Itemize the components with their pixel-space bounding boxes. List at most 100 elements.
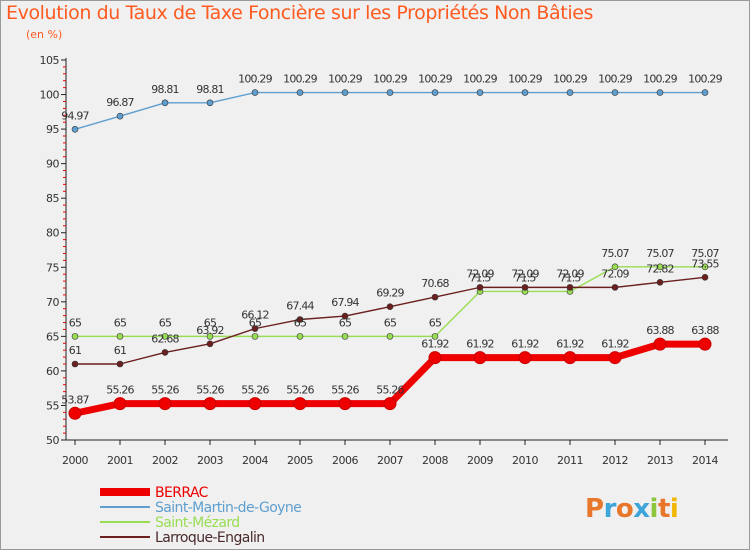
data-label: 65	[204, 316, 217, 329]
data-label: 65	[249, 316, 262, 329]
data-label: 100.29	[328, 73, 362, 86]
x-tick-label: 2014	[692, 454, 718, 467]
data-label: 72.09	[466, 267, 494, 280]
data-point	[341, 89, 349, 96]
data-label: 75.07	[646, 247, 674, 260]
data-point	[656, 89, 664, 96]
data-label: 55.26	[106, 384, 134, 397]
data-point	[521, 284, 529, 291]
data-label: 65	[159, 316, 172, 329]
x-tick-label: 2005	[287, 454, 313, 467]
x-tick-label: 2010	[512, 454, 538, 467]
data-point	[608, 351, 622, 365]
data-point	[518, 351, 532, 365]
data-label: 98.81	[151, 83, 179, 96]
data-label: 72.82	[646, 262, 674, 275]
y-tick-label: 50	[46, 434, 59, 447]
data-point	[161, 333, 169, 340]
data-point	[71, 125, 79, 133]
data-point	[206, 99, 214, 107]
data-point	[701, 89, 709, 96]
data-label: 61.92	[601, 338, 629, 351]
data-label: 61.92	[511, 338, 539, 351]
y-tick-label: 80	[46, 227, 59, 240]
data-point	[611, 284, 619, 291]
data-point	[248, 397, 262, 411]
data-point	[161, 349, 169, 356]
data-point	[161, 99, 169, 107]
x-tick-label: 2000	[62, 454, 88, 467]
data-label: 62.68	[151, 332, 179, 345]
data-point	[566, 284, 574, 291]
data-label: 61.92	[466, 338, 494, 351]
data-point	[701, 263, 709, 271]
data-point	[521, 89, 529, 96]
data-label: 100.29	[238, 73, 272, 86]
data-label: 100.29	[508, 73, 542, 86]
data-point	[68, 406, 82, 420]
data-point	[251, 333, 259, 340]
data-label: 55.26	[151, 384, 179, 397]
data-point	[296, 333, 304, 340]
x-tick-label: 2004	[242, 454, 268, 467]
data-point	[431, 333, 439, 340]
data-point	[116, 333, 124, 340]
data-label: 55.26	[196, 384, 224, 397]
x-tick-label: 2006	[332, 454, 358, 467]
data-point	[701, 273, 709, 281]
data-label: 53.87	[61, 393, 89, 406]
data-point	[386, 333, 394, 340]
x-tick-label: 2001	[107, 454, 133, 467]
data-point	[113, 397, 127, 411]
data-label: 75.07	[691, 247, 719, 260]
data-point	[338, 397, 352, 411]
y-tick-label: 70	[46, 296, 59, 309]
legend-label: Saint-Mézard	[155, 515, 240, 531]
data-label: 65	[69, 316, 82, 329]
x-tick-label: 2009	[467, 454, 493, 467]
data-label: 61.92	[421, 338, 449, 351]
data-point	[206, 340, 214, 348]
data-label: 61	[69, 344, 81, 357]
plot-area	[66, 60, 728, 440]
data-label: 70.68	[421, 277, 449, 290]
data-point	[473, 351, 487, 365]
data-point	[656, 279, 664, 286]
data-label: 69.29	[376, 287, 404, 300]
data-label: 72.09	[511, 267, 539, 280]
data-label: 67.94	[331, 296, 359, 309]
data-label: 100.29	[553, 73, 587, 86]
data-label: 71.5	[514, 271, 536, 284]
y-tick-label: 85	[46, 192, 59, 205]
data-label: 72.09	[601, 267, 629, 280]
y-tick-label: 55	[46, 399, 59, 412]
data-label: 75.07	[601, 247, 629, 260]
data-label: 100.29	[418, 73, 452, 86]
data-point	[698, 337, 712, 351]
data-label: 65	[114, 316, 127, 329]
data-label: 96.87	[106, 96, 134, 109]
data-point	[293, 397, 307, 411]
data-label: 55.26	[376, 384, 404, 397]
data-point	[566, 89, 574, 96]
data-point	[296, 89, 304, 96]
x-tick-label: 2011	[557, 454, 583, 467]
y-tick-label: 65	[46, 330, 59, 343]
chart-title: Evolution du Taux de Taxe Foncière sur l…	[6, 2, 594, 24]
data-point	[428, 351, 442, 365]
y-tick-label: 105	[40, 54, 60, 67]
data-label: 55.26	[241, 384, 269, 397]
data-point	[116, 360, 124, 368]
data-label: 100.29	[598, 73, 632, 86]
data-label: 100.29	[373, 73, 407, 86]
data-label: 67.44	[286, 300, 314, 313]
data-label: 71.5	[559, 271, 581, 284]
data-label: 94.97	[61, 109, 89, 122]
data-label: 61.92	[556, 338, 584, 351]
data-label: 65	[294, 316, 307, 329]
data-label: 63.92	[196, 324, 224, 337]
proxiti-logo: Proxiti	[585, 494, 678, 524]
data-point	[341, 312, 349, 320]
data-label: 63.88	[646, 324, 674, 337]
